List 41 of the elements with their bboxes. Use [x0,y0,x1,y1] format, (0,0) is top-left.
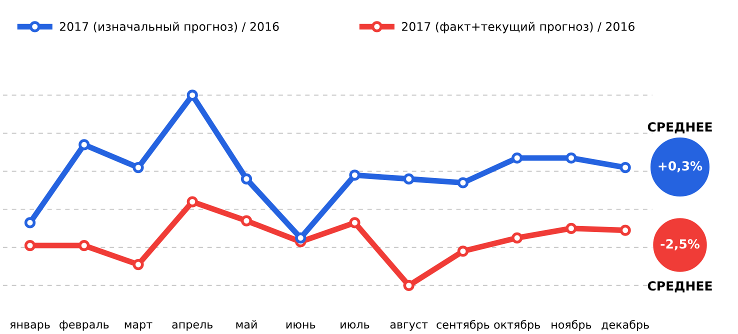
point [403,173,414,184]
legend-label: 2017 (факт+текущий прогноз) / 2016 [402,22,634,34]
text: +0,3% [658,161,702,172]
point [186,90,198,101]
point [457,177,469,188]
point [24,240,36,252]
point [78,240,90,252]
point [620,224,631,236]
x-tick-label: май [236,320,257,329]
x-tick-label: июль [340,322,370,329]
point [512,232,523,244]
x-tick-label: февраль [60,320,109,331]
point [24,217,36,228]
x-tick-label: ноябрь [552,320,592,331]
point [240,173,252,184]
x-tick-label: декабрь [602,320,649,331]
annotation: СРЕДНЕЕ [648,281,712,292]
x-tick-label: октябрь [494,320,540,331]
point [403,280,414,292]
text: -2,5% [660,239,700,250]
point [295,232,306,244]
point [566,152,577,164]
annotation: СРЕДНЕЕ [648,122,712,134]
legend-label: 2017 (изначальный прогноз) / 2016 [60,22,279,34]
point [78,139,90,150]
point [457,246,469,257]
point [512,152,523,164]
x-tick-label: январь [10,322,50,331]
x-tick-label: июнь [286,322,316,329]
point [132,259,144,270]
point [132,162,144,174]
point [240,215,252,226]
point [186,196,198,208]
point [349,217,360,228]
x-tick-label: август [390,322,428,331]
point [566,222,577,234]
x-tick-label: апрель [172,322,213,331]
x-tick-label: сентябрь [436,320,490,331]
point [620,162,631,174]
x-tick-label: март [124,322,152,331]
point [349,170,360,181]
